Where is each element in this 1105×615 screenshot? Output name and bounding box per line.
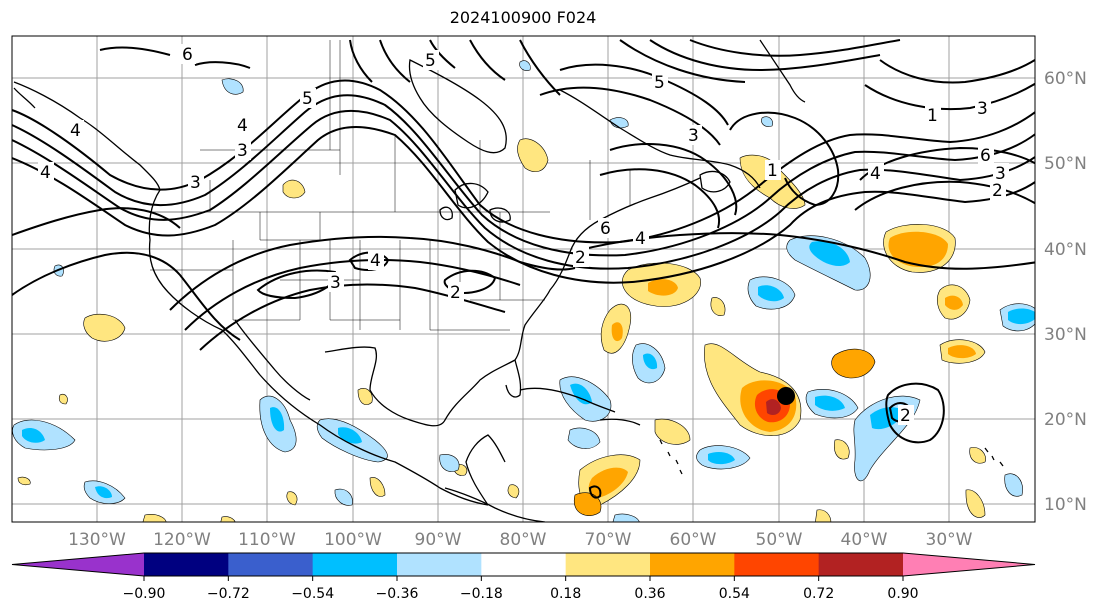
contour-label: 3 — [995, 164, 1006, 184]
lon-label: 90°W — [415, 530, 462, 550]
colorbar-tick-label: 0.36 — [634, 586, 665, 602]
contour-label: 5 — [425, 51, 436, 71]
contour-label: 4 — [40, 163, 51, 183]
lon-label: 100°W — [324, 530, 382, 550]
colorbar-tick-label: 0.54 — [719, 586, 750, 602]
contour-label: 5 — [654, 73, 665, 93]
contour-label: 2 — [992, 181, 1003, 201]
lon-label: 120°W — [153, 530, 211, 550]
colorbar-segment — [565, 553, 651, 576]
colorbar-segment — [818, 553, 904, 576]
contour-label: 2 — [575, 248, 586, 268]
contour-label: 2 — [450, 283, 461, 303]
map-title: 2024100900 F024 — [449, 8, 597, 27]
graticule — [12, 36, 1035, 522]
contour-label: 1 — [927, 106, 938, 126]
contour-label: 3 — [237, 141, 248, 161]
lon-label: 50°W — [756, 530, 803, 550]
colorbar-segment — [481, 553, 567, 576]
lon-label: 130°W — [68, 530, 126, 550]
contour-label: 3 — [688, 126, 699, 146]
contour-label: 4 — [635, 229, 646, 249]
colorbar-segment — [144, 553, 229, 576]
lon-label: 110°W — [238, 530, 296, 550]
contour-label: 3 — [977, 99, 988, 119]
colorbar-tick-label: 0.18 — [550, 586, 581, 602]
colorbar-tick-label: −0.90 — [123, 586, 166, 602]
contour-label: 4 — [70, 121, 81, 141]
map-frame — [11, 35, 1036, 523]
contour-label: 5 — [302, 89, 313, 109]
colorbar-segment — [397, 553, 482, 576]
colorbar-tick-label: 0.90 — [887, 586, 918, 602]
lat-label: 60°N — [1044, 69, 1087, 89]
colorbar-segment — [650, 553, 735, 576]
colorbar-tick-label: −0.54 — [291, 586, 334, 602]
colorbar-extend-low — [12, 553, 144, 576]
contour-label: 1 — [767, 161, 778, 181]
colorbar-segment — [228, 553, 314, 576]
contour-label: 4 — [370, 251, 381, 271]
contour-label-group: 6 5 4 3 2 1 6 4 3 2 4 3 5 4 — [38, 44, 1009, 426]
lat-label: 50°N — [1044, 154, 1087, 174]
lat-label: 10°N — [1044, 495, 1087, 515]
contour-label: 3 — [330, 273, 341, 293]
colorbar-segment — [734, 553, 820, 576]
lon-label: 40°W — [841, 530, 888, 550]
contour-label: 4 — [237, 116, 248, 136]
contour-label: 3 — [190, 173, 201, 193]
contour-label: 2 — [900, 406, 911, 426]
colorbar: −0.90 −0.72 −0.54 −0.36 −0.18 0.18 0.36 0.54 0.7… — [11, 552, 1036, 602]
political-borders — [150, 40, 631, 331]
lon-label: 60°W — [670, 530, 717, 550]
lat-label: 20°N — [1044, 410, 1087, 430]
colorbar-tick-label: −0.72 — [207, 586, 250, 602]
colorbar-tick-label: −0.18 — [460, 586, 503, 602]
colorbar-extend-high — [903, 553, 1035, 576]
lon-label: 80°W — [500, 530, 547, 550]
contour-label: 6 — [980, 146, 991, 166]
contour-label: 6 — [182, 45, 193, 65]
lat-label: 40°N — [1044, 240, 1087, 260]
contour-label: 4 — [870, 164, 881, 184]
longitude-labels: 130°W 120°W 110°W 100°W 90°W 80°W 70°W 6… — [68, 530, 973, 550]
lon-label: 70°W — [585, 530, 632, 550]
lon-label: 30°W — [926, 530, 973, 550]
lat-label: 30°N — [1044, 325, 1087, 345]
latitude-labels: 60°N 50°N 40°N 30°N 20°N 10°N — [1044, 69, 1087, 515]
anomaly-shading — [12, 60, 1035, 522]
colorbar-tick-label: 0.72 — [803, 586, 834, 602]
storm-center-marker — [777, 387, 795, 405]
colorbar-tick-label: −0.36 — [376, 586, 419, 602]
colorbar-segment — [312, 553, 398, 576]
contour-label: 6 — [600, 219, 611, 239]
